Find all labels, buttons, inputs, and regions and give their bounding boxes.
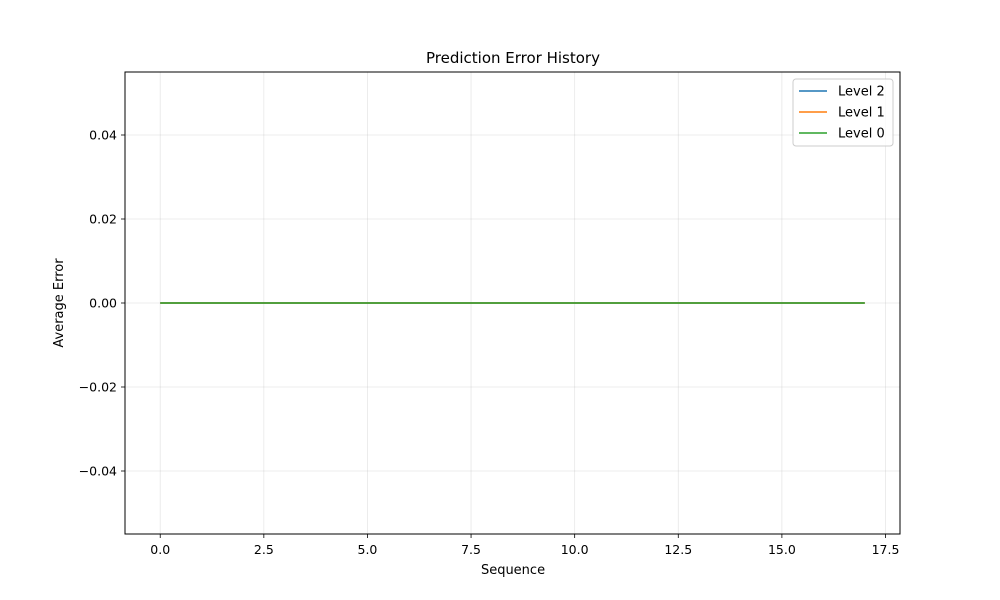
legend: Level 2 Level 1 Level 0 (792, 78, 894, 147)
y-axis-label: Average Error (52, 258, 67, 348)
y-tick-label: 0.04 (89, 128, 117, 143)
x-tick-label: 17.5 (872, 542, 900, 557)
x-tick-label: 15.0 (768, 542, 796, 557)
x-tick-label: 7.5 (461, 542, 481, 557)
x-tick-label: 0.0 (150, 542, 170, 557)
y-axis: −0.04 −0.02 0.00 0.02 0.04 (79, 128, 125, 479)
y-tick-label: 0.02 (89, 212, 117, 227)
y-tick-label: −0.04 (79, 464, 117, 479)
x-axis-label: Sequence (481, 563, 545, 578)
legend-entry-label: Level 1 (838, 106, 885, 121)
y-tick-label: 0.00 (89, 296, 117, 311)
legend-entry-label: Level 0 (838, 127, 885, 142)
x-tick-label: 12.5 (664, 542, 692, 557)
x-tick-label: 10.0 (561, 542, 589, 557)
chart-title: Prediction Error History (426, 49, 600, 67)
x-tick-label: 5.0 (358, 542, 378, 557)
legend-box (792, 78, 894, 147)
legend-entry-label: Level 2 (838, 85, 885, 100)
x-axis: 0.0 2.5 5.0 7.5 10.0 12.5 15.0 17.5 (150, 534, 899, 557)
y-tick-label: −0.02 (79, 380, 117, 395)
x-tick-label: 2.5 (254, 542, 274, 557)
